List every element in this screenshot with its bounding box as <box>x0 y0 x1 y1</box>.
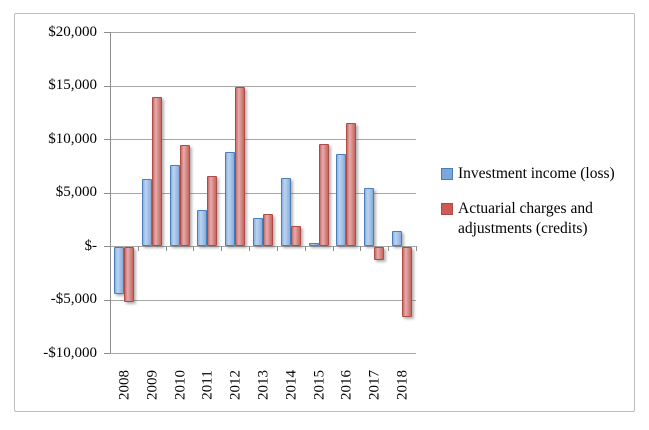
bar-blue-2014 <box>280 177 291 246</box>
y-axis-tick <box>104 85 110 87</box>
bar-blue-2011 <box>197 209 208 246</box>
bar-red-2013 <box>263 213 273 246</box>
x-axis-tick <box>360 246 362 251</box>
y-axis-label: $15,000 <box>48 77 97 93</box>
y-axis-tick <box>104 353 110 354</box>
x-axis-tick <box>221 246 223 251</box>
x-axis-label: 2013 <box>255 370 272 400</box>
gridline <box>110 246 416 247</box>
bar-red-2015 <box>318 144 329 246</box>
bar-red-2008 <box>123 247 134 302</box>
bar-blue-2010 <box>169 164 180 246</box>
y-axis-label: -$10,000 <box>43 344 97 361</box>
bar-blue-2008 <box>113 247 124 295</box>
bar-blue-2012 <box>225 151 236 246</box>
x-axis-tick <box>332 246 334 251</box>
bar-blue-2016 <box>336 153 347 246</box>
x-axis-label: 2011 <box>199 370 216 400</box>
legend-swatch-blue <box>441 168 453 180</box>
bar-red-2014 <box>290 225 301 246</box>
gridline <box>110 299 416 301</box>
x-axis-tick <box>165 246 167 251</box>
legend-label: Actuarial charges and adjustments (credi… <box>458 199 593 237</box>
x-axis-tick <box>388 246 390 251</box>
y-axis-label: $- <box>84 237 98 254</box>
x-axis-label: 2009 <box>144 370 161 400</box>
x-axis-label: 2016 <box>338 370 355 400</box>
legend: Investment income (loss) Actuarial charg… <box>441 164 646 238</box>
y-axis-tick <box>104 139 110 140</box>
bar-red-2010 <box>179 145 190 246</box>
x-axis-label: 2018 <box>394 370 411 400</box>
legend-swatch-red <box>441 202 453 215</box>
y-axis-label: -$5,000 <box>50 291 97 307</box>
y-axis-tick <box>104 299 110 301</box>
bar-red-2017 <box>374 247 385 260</box>
y-axis-tick <box>104 32 110 33</box>
legend-item-investment-income: Investment income (loss) <box>441 164 646 184</box>
y-axis-line <box>110 32 111 353</box>
bar-blue-2013 <box>253 218 263 246</box>
x-axis-tick <box>249 246 251 251</box>
x-axis-tick <box>276 246 278 251</box>
bar-red-2009 <box>151 97 162 246</box>
bar-blue-2015 <box>308 242 319 246</box>
y-axis-label: $5,000 <box>55 184 97 200</box>
x-axis-label: 2008 <box>116 370 133 400</box>
x-axis-label: 2014 <box>283 370 300 400</box>
x-axis-tick <box>110 246 111 251</box>
x-axis-tick <box>193 246 195 251</box>
y-axis-label: $20,000 <box>48 23 97 40</box>
bar-red-2018 <box>402 247 413 317</box>
x-axis-label: 2010 <box>172 370 189 400</box>
legend-label: Investment income (loss) <box>458 165 615 182</box>
x-axis-label: 2015 <box>311 370 328 400</box>
gridline <box>110 353 416 354</box>
x-axis-label: 2017 <box>366 370 383 400</box>
x-axis-tick <box>137 246 139 251</box>
bar-blue-2009 <box>141 178 152 246</box>
gridline <box>110 32 416 33</box>
y-axis-label: $10,000 <box>48 130 97 147</box>
gridline <box>110 85 416 87</box>
bar-red-2012 <box>235 86 246 246</box>
x-axis-tick <box>416 246 417 251</box>
y-axis-tick <box>104 192 110 194</box>
bar-blue-2018 <box>392 231 403 246</box>
gridline <box>110 192 416 194</box>
legend-item-actuarial-charges: Actuarial charges and adjustments (credi… <box>441 199 646 239</box>
gridline <box>110 139 416 140</box>
bar-red-2016 <box>346 122 357 246</box>
bar-red-2011 <box>207 176 218 246</box>
x-axis-tick <box>304 246 306 251</box>
bar-blue-2017 <box>364 188 375 246</box>
x-axis-label: 2012 <box>227 370 244 400</box>
y-axis-tick <box>104 246 110 247</box>
